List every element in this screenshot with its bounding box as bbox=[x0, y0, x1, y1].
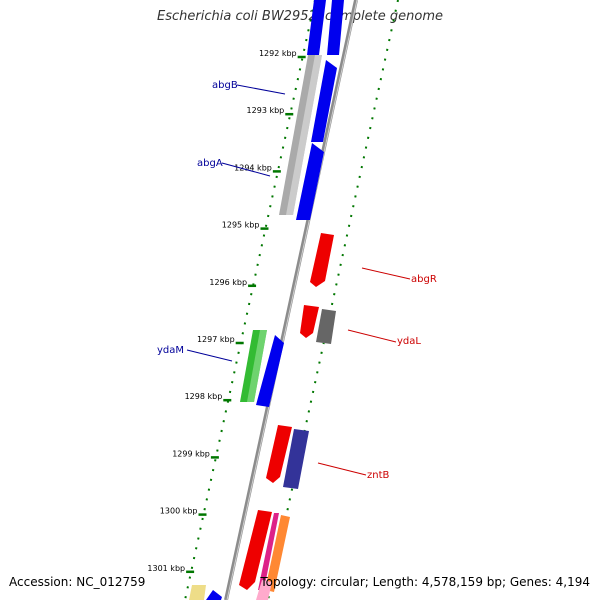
gene-label-abgb: abgB bbox=[212, 80, 238, 91]
tick-label: 1296 kbp bbox=[209, 278, 247, 287]
gene-feature-red[interactable] bbox=[266, 425, 292, 483]
tick-label: 1298 kbp bbox=[185, 392, 223, 401]
tick-label: 1295 kbp bbox=[222, 221, 260, 230]
gene-feature-red[interactable] bbox=[300, 305, 319, 338]
right-dotted-track bbox=[267, 0, 399, 600]
gene-label-abga: abgA bbox=[197, 158, 223, 169]
gene-feature-blue[interactable] bbox=[206, 590, 222, 600]
gene-feature-red[interactable] bbox=[310, 233, 334, 287]
gene-feature-magenta[interactable] bbox=[258, 513, 279, 590]
left-dotted-track bbox=[184, 0, 316, 600]
gene-feature-darkgray[interactable] bbox=[316, 309, 336, 344]
tick-label: 1293 kbp bbox=[247, 106, 285, 115]
gene-label-zntb: zntB bbox=[367, 470, 390, 481]
gene-label-ydam: ydaM bbox=[157, 345, 184, 356]
gene-feature-navy[interactable] bbox=[283, 429, 309, 489]
gene-feature-blue[interactable] bbox=[296, 143, 324, 220]
tick-label: 1297 kbp bbox=[197, 335, 235, 344]
gene-feature-blue[interactable] bbox=[327, 0, 344, 55]
gene-feature-yellow[interactable] bbox=[189, 585, 206, 600]
gene-feature-blue[interactable] bbox=[256, 335, 284, 407]
tick-label: 1299 kbp bbox=[172, 449, 210, 458]
gene-feature-blue[interactable] bbox=[311, 60, 337, 142]
tick-label: 1300 kbp bbox=[160, 507, 198, 516]
gene-label-abgr: abgR bbox=[411, 274, 437, 285]
gene-feature-orange[interactable] bbox=[265, 515, 290, 592]
topology-text: Topology: circular; Length: 4,578,159 bp… bbox=[260, 575, 590, 589]
tick-label: 1301 kbp bbox=[147, 564, 185, 573]
accession-text: Accession: NC_012759 bbox=[9, 575, 146, 589]
tick-label: 1294 kbp bbox=[234, 163, 272, 172]
tick-group: 1292 kbp 1293 kbp 1294 kbp 1295 kbp 1296 kbp… bbox=[147, 49, 306, 574]
gene-feature-blue[interactable] bbox=[307, 0, 326, 55]
tick-label: 1292 kbp bbox=[259, 49, 297, 58]
genome-backbone bbox=[224, 0, 358, 600]
gene-feature-red[interactable] bbox=[239, 510, 272, 590]
gene-label-ydal: ydaL bbox=[397, 336, 421, 347]
gene-feature-pink[interactable] bbox=[256, 580, 272, 600]
genome-title: Escherichia coli BW2952, complete genome bbox=[157, 9, 443, 24]
